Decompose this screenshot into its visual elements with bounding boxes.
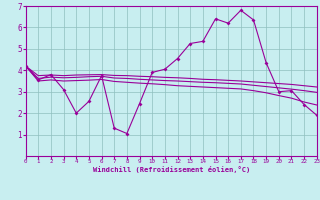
X-axis label: Windchill (Refroidissement éolien,°C): Windchill (Refroidissement éolien,°C): [92, 166, 250, 173]
